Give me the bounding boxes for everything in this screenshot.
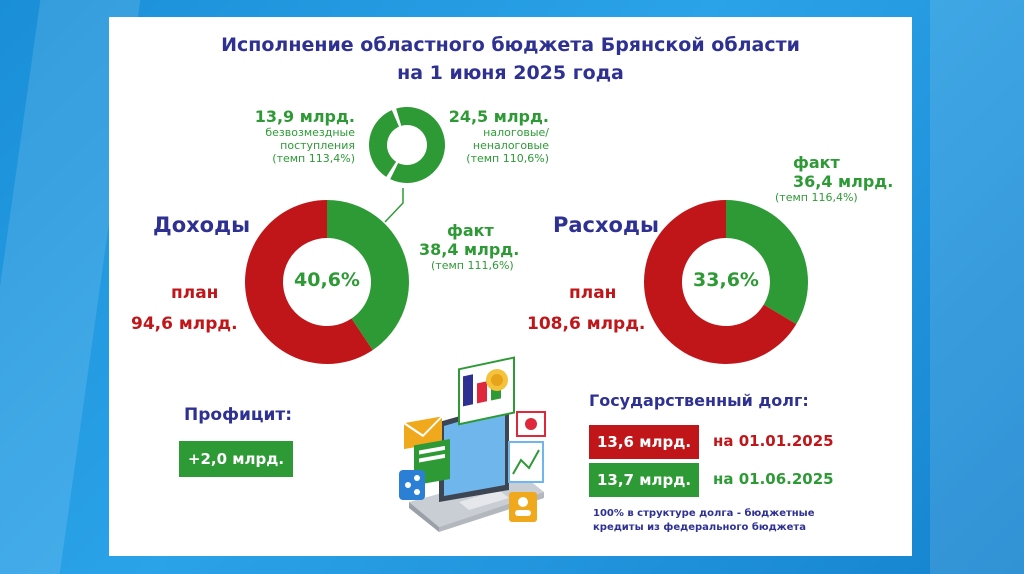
- gratuitous-value: 13,9 млрд.: [254, 107, 355, 126]
- expenses-fact-label: факт: [793, 153, 840, 172]
- debt-value: 13,6 млрд.: [596, 433, 692, 451]
- gratuitous-rate: (темп 113,4%): [272, 152, 355, 165]
- surplus-value: +2,0 млрд.: [187, 450, 285, 468]
- background-stripe: [930, 0, 1024, 574]
- debt-value: 13,7 млрд.: [596, 471, 692, 489]
- pie-slice: [369, 110, 400, 177]
- income-plan-label: план: [171, 283, 219, 303]
- expenses-plan-label: план: [569, 283, 617, 303]
- pie-slice: [327, 200, 409, 351]
- tax-block: 24,5 млрд. налоговые/ неналоговые (темп …: [439, 107, 549, 165]
- debt-label: Государственный долг:: [589, 391, 809, 410]
- expenses-fact-value: 36,4 млрд.: [793, 172, 894, 191]
- debt-date: на 01.06.2025: [713, 470, 834, 488]
- tax-label: неналоговые: [472, 139, 549, 152]
- debt-row-2-value-box: 13,7 млрд.: [589, 463, 699, 497]
- pie-slice: [244, 200, 373, 364]
- income-fact-label: факт: [447, 221, 494, 240]
- income-plan-value: 94,6 млрд.: [131, 314, 238, 334]
- expenses-donut: [644, 200, 808, 364]
- debt-date: на 01.01.2025: [713, 432, 834, 450]
- income-donut: [244, 200, 409, 364]
- pie-slice: [726, 200, 808, 325]
- expenses-label: Расходы: [553, 213, 659, 237]
- tax-value: 24,5 млрд.: [448, 107, 549, 126]
- debt-note: 100% в структуре долга - бюджетные креди…: [593, 508, 815, 533]
- debt-row-1-value-box: 13,6 млрд.: [589, 425, 699, 459]
- expenses-fact-block: факт 36,4 млрд. (темп 116,4%): [769, 153, 893, 204]
- expenses-plan-value: 108,6 млрд.: [527, 314, 646, 334]
- pie-slice: [644, 200, 797, 364]
- connector-line: [384, 188, 404, 223]
- tax-rate: (темп 110,6%): [466, 152, 549, 165]
- laptop-illustration: [399, 356, 546, 532]
- income-percent: 40,6%: [294, 269, 360, 291]
- gratuitous-block: 13,9 млрд. безвозмездные поступления (те…: [239, 107, 355, 165]
- income-fact-block: факт 38,4 млрд. (темп 111,6%): [409, 221, 519, 272]
- income-fact-value: 38,4 млрд.: [419, 240, 520, 259]
- expenses-percent: 33,6%: [693, 269, 759, 291]
- gratuitous-label: поступления: [280, 139, 355, 152]
- surplus-value-box: +2,0 млрд.: [179, 441, 293, 477]
- expenses-fact-rate: (темп 116,4%): [775, 191, 858, 204]
- income-structure-donut: [369, 107, 445, 183]
- income-label: Доходы: [153, 213, 251, 237]
- surplus-label: Профицит:: [184, 405, 293, 425]
- gratuitous-label: безвозмездные: [265, 126, 355, 139]
- income-fact-rate: (темп 111,6%): [431, 259, 514, 272]
- infographic-card: Исполнение областного бюджета Брянской о…: [109, 17, 912, 556]
- page-title: Исполнение областного бюджета Брянской о…: [221, 34, 800, 84]
- tax-label: налоговые/: [483, 126, 549, 139]
- pie-slice: [390, 107, 445, 183]
